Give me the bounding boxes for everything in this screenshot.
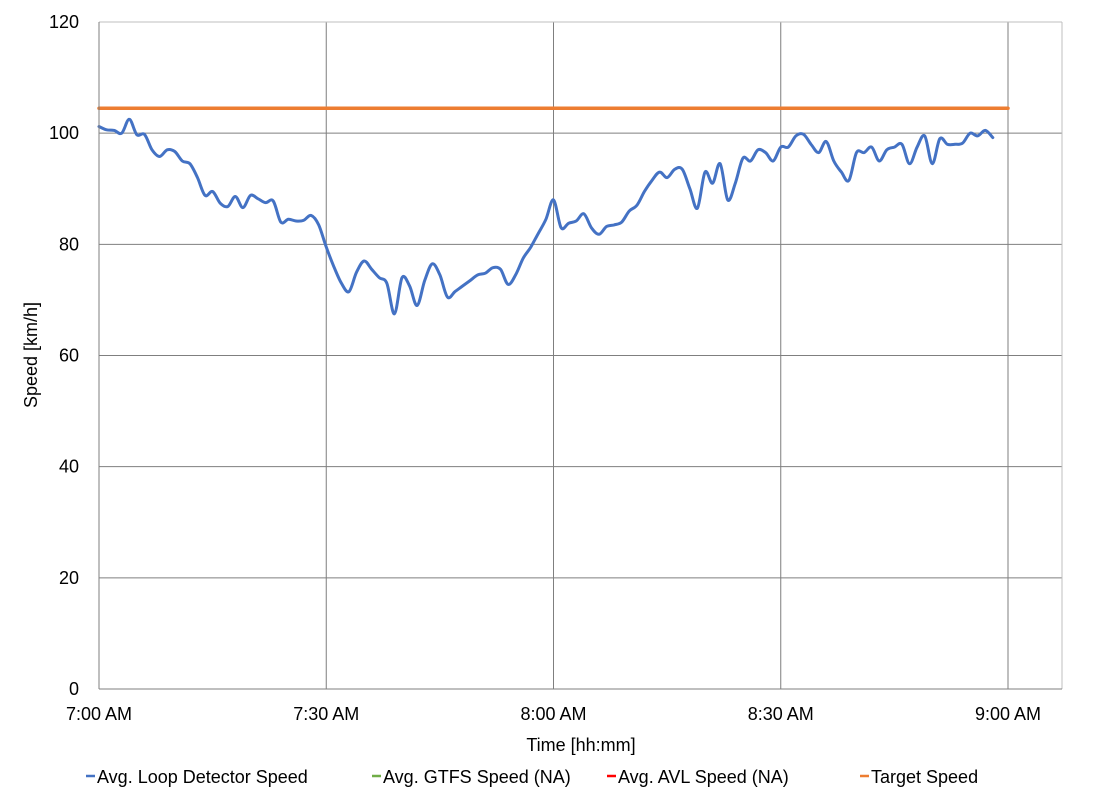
x-tick-label: 9:00 AM [975, 704, 1041, 724]
x-tick-label: 8:30 AM [748, 704, 814, 724]
axis-layer [98, 21, 1063, 690]
y-tick-label: 60 [59, 346, 79, 366]
legend-label-target-speed: Target Speed [871, 767, 978, 787]
y-tick-label: 120 [49, 12, 79, 32]
y-tick-label: 40 [59, 457, 79, 477]
y-axis-title: Speed [km/h] [21, 302, 41, 408]
x-tick-labels: 7:00 AM 7:30 AM 8:00 AM 8:30 AM 9:00 AM [66, 704, 1041, 724]
x-tick-label: 8:00 AM [520, 704, 586, 724]
y-tick-label: 100 [49, 123, 79, 143]
y-tick-label: 20 [59, 568, 79, 588]
legend-label-avg-loop-detector-speed: Avg. Loop Detector Speed [97, 767, 308, 787]
series-layer [97, 106, 1010, 316]
y-tick-labels: 0 20 40 60 80 100 120 [49, 12, 79, 699]
series-line-avg-loop-detector-speed [97, 117, 995, 316]
legend: Avg. Loop Detector Speed Avg. GTFS Speed … [86, 767, 978, 787]
legend-label-avg-gtfs-speed-na: Avg. GTFS Speed (NA) [383, 767, 571, 787]
x-tick-label: 7:00 AM [66, 704, 132, 724]
y-tick-label: 80 [59, 234, 79, 254]
y-tick-label: 0 [69, 679, 79, 699]
x-tick-label: 7:30 AM [293, 704, 359, 724]
x-axis-title: Time [hh:mm] [526, 735, 635, 755]
grid-lines [99, 21, 1062, 689]
legend-label-avg-avl-speed-na: Avg. AVL Speed (NA) [618, 767, 789, 787]
